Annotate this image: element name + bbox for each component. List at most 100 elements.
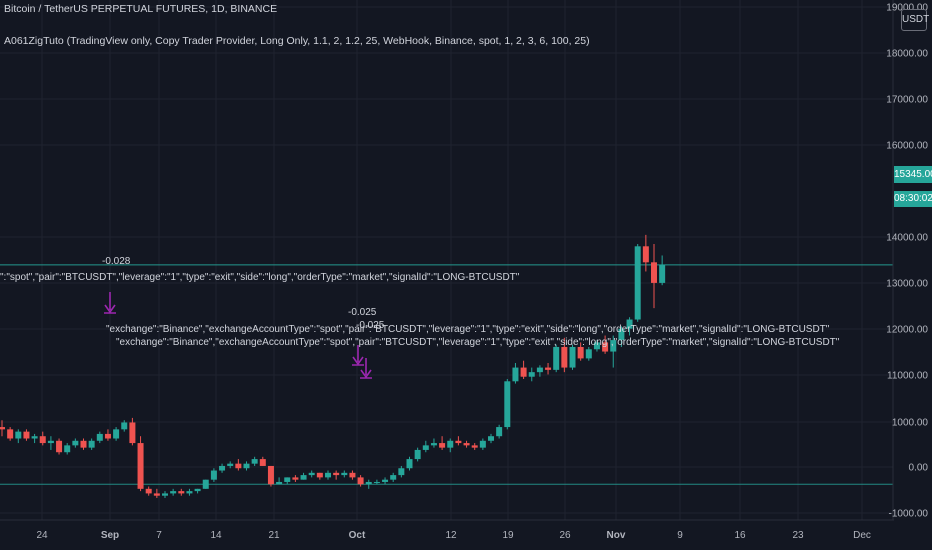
candle (251, 456, 258, 466)
candle (31, 433, 38, 444)
candle (357, 475, 364, 487)
candle (577, 342, 584, 361)
candle (504, 379, 511, 430)
candle (194, 488, 201, 494)
candle (593, 340, 600, 352)
x-tick-label: 19 (502, 530, 514, 541)
candle (129, 417, 136, 446)
candle (496, 424, 503, 439)
candle (325, 470, 331, 480)
candle (15, 429, 22, 444)
candle (618, 326, 625, 347)
candle (316, 472, 323, 480)
candle (569, 344, 576, 370)
y-tick-label: 12000.00 (886, 325, 928, 336)
candle (365, 479, 372, 489)
candle (72, 438, 79, 448)
x-tick-label: 9 (677, 530, 683, 541)
bar-countdown-badge: 08:30:02 (894, 191, 932, 207)
candle (488, 433, 494, 444)
candle (610, 335, 617, 368)
candle (96, 431, 103, 444)
candle (390, 472, 397, 482)
currency-button[interactable]: USDT (901, 9, 929, 31)
candle (512, 362, 519, 384)
candle (439, 436, 446, 450)
signal-text-3: "exchange":"Binance","exchangeAccountTyp… (116, 337, 840, 348)
indicator-legend[interactable]: A061ZigTuto (TradingView only, Copy Trad… (4, 35, 590, 47)
x-tick-label: Nov (607, 530, 626, 541)
candle (447, 438, 454, 453)
y-tick-label: 19000.00 (886, 3, 928, 14)
candle (414, 447, 421, 462)
y-tick-label: 0.00 (909, 463, 929, 474)
candle (7, 427, 14, 441)
x-tick-label: 26 (559, 530, 571, 541)
x-tick-label: 14 (210, 530, 222, 541)
x-tick-label: 24 (36, 530, 48, 541)
candle (333, 470, 340, 480)
candle (64, 443, 71, 455)
candle (56, 438, 63, 455)
candle (520, 360, 527, 380)
candle (235, 459, 242, 471)
y-tick-label: -1000.00 (889, 509, 929, 520)
candle (80, 438, 87, 450)
candle (528, 367, 535, 382)
candle (162, 491, 168, 498)
candle (463, 440, 470, 448)
signal-text-1: ":"spot","pair":"BTCUSDT","leverage":"1"… (0, 272, 520, 283)
time-axis-ticks: 24 Sep 7 14 21 Oct 12 19 26 Nov 9 16 23 Dec (36, 530, 870, 541)
candle (259, 456, 266, 466)
x-tick-label: 21 (268, 530, 280, 541)
candle (349, 470, 356, 480)
signal-label-1: -0.028 (102, 256, 131, 267)
candle (0, 420, 5, 437)
candle (553, 344, 560, 373)
candle (276, 477, 283, 485)
y-tick-label: 18000.00 (886, 49, 928, 60)
signal-label-3: -0.025 (356, 320, 385, 331)
candle (634, 244, 641, 322)
candle (178, 488, 185, 496)
x-tick-label: 23 (792, 530, 804, 541)
candle (243, 461, 250, 471)
candle (536, 365, 543, 377)
candle (153, 488, 160, 498)
chart-title: Bitcoin / TetherUS PERPETUAL FUTURES, 1D… (4, 3, 278, 15)
y-tick-label: 14000.00 (886, 233, 928, 244)
price-axis-ticks: 19000.00 18000.00 17000.00 16000.00 14000.00… (886, 3, 928, 520)
signals-layer: -0.028 ":"spot","pair":"BTCUSDT","levera… (0, 256, 840, 379)
candle (659, 255, 666, 286)
candle (651, 244, 657, 309)
current-price-badge: 15345.00 (894, 166, 932, 183)
candle (455, 436, 462, 446)
horizontal-lines (0, 264, 893, 485)
candle (308, 470, 315, 478)
candle (430, 438, 437, 448)
y-tick-label: 13000.00 (886, 279, 928, 290)
candle (626, 317, 633, 336)
candle (104, 429, 111, 441)
signal-arrow-2 (352, 345, 364, 366)
candle (422, 440, 429, 453)
grid-layer (0, 0, 893, 520)
candle (137, 436, 144, 492)
axes-layer (0, 0, 894, 521)
candle (210, 468, 217, 482)
x-tick-label: Oct (349, 530, 366, 541)
candle (23, 429, 30, 441)
signal-arrow-1 (104, 292, 116, 314)
candle (373, 479, 380, 485)
candle (398, 465, 405, 478)
candle (267, 465, 274, 487)
candle (121, 420, 128, 432)
x-tick-label: Dec (853, 530, 871, 541)
candle (170, 488, 177, 496)
candle (145, 486, 152, 496)
x-tick-label: Sep (101, 530, 119, 541)
candle (585, 346, 592, 361)
y-tick-label: 17000.00 (886, 95, 928, 106)
signal-label-2: -0.025 (348, 307, 377, 318)
